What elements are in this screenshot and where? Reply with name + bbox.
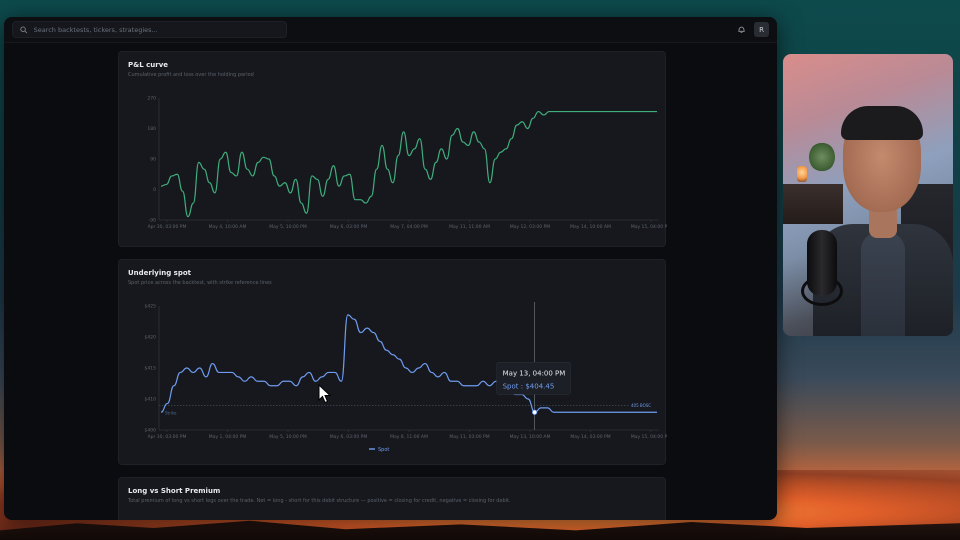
main-content: P&L curve Cumulative profit and loss ove… (118, 51, 667, 520)
spot-subtitle: Spot price across the backtest, with str… (128, 280, 272, 286)
shelf (783, 184, 843, 224)
person-hair (841, 106, 923, 140)
webcam-video (783, 54, 953, 336)
search-box[interactable] (12, 21, 287, 38)
x-tick-label: May 5, 10:00 PM (269, 224, 307, 230)
search-input[interactable] (33, 25, 279, 34)
y-tick-label: 270 (147, 96, 156, 102)
tooltip-value: Spot : $404.45 (503, 382, 555, 390)
pnl-title: P&L curve (128, 61, 169, 69)
mouse-cursor-icon (318, 384, 332, 404)
tooltip-box (496, 361, 571, 395)
premium-title: Long vs Short Premium (128, 487, 221, 495)
spot-card: Underlying spot Spot price across the ba… (118, 259, 667, 465)
x-tick-label: May 11, 03:00 PM (449, 434, 489, 440)
hover-point (532, 409, 538, 415)
legend-label[interactable]: Spot (378, 447, 389, 453)
strike-ref-label: 405 BOSC (631, 403, 651, 408)
x-tick-label: May 4, 10:00 AM (209, 224, 247, 230)
tooltip-date: May 13, 04:00 PM (503, 369, 566, 377)
y-tick-label: 180 (147, 126, 156, 132)
x-tick-label: May 15, 04:00 PM (631, 224, 667, 230)
x-tick-label: Apr 30, 03:00 PM (148, 224, 187, 230)
y-tick-label: $400 (145, 428, 157, 434)
x-tick-label: May 6, 03:00 PM (330, 224, 368, 230)
chart-tooltip: May 13, 04:00 PM Spot : $404.45 (496, 361, 571, 395)
x-tick-label: May 12, 03:00 PM (510, 224, 550, 230)
mountain-silhouette (0, 520, 960, 540)
microphone (807, 230, 837, 296)
pnl-subtitle: Cumulative profit and loss over the hold… (128, 72, 254, 78)
app-window: R P&L curve Cumulative profit and loss o… (4, 17, 777, 520)
x-tick-label: May 5, 10:00 PM (269, 434, 307, 440)
search-icon (20, 26, 28, 33)
x-tick-label: May 6, 03:00 PM (330, 434, 368, 440)
y-tick-label: $425 (145, 304, 157, 310)
premium-subtitle: Total premium of long vs short legs over… (128, 498, 511, 504)
person-shirt (861, 232, 905, 336)
y-tick-label: 0 (153, 187, 156, 193)
x-tick-label: May 15, 04:00 PM (631, 434, 667, 440)
x-tick-label: Apr 30, 03:00 PM (148, 434, 187, 440)
x-tick-label: May 7, 04:00 PM (390, 224, 428, 230)
avatar-button[interactable]: R (754, 22, 769, 37)
pnl-card: P&L curve Cumulative profit and loss ove… (118, 51, 667, 247)
spot-title: Underlying spot (128, 269, 192, 277)
y-tick-label: $415 (145, 366, 157, 372)
x-tick-label: May 8, 11:00 AM (390, 434, 428, 440)
premium-card: Long vs Short Premium Total premium of l… (118, 477, 666, 520)
series-line (160, 110, 657, 218)
x-tick-label: May 13, 10:00 AM (510, 434, 551, 440)
bell-icon[interactable] (737, 25, 746, 34)
candle (797, 166, 807, 182)
y-tick-label: $420 (145, 335, 157, 341)
series-line (160, 314, 657, 413)
x-tick-label: May 1, 04:00 PM (209, 434, 247, 440)
plant (809, 142, 835, 172)
y-tick-label: $410 (145, 397, 157, 403)
top-bar: R (4, 17, 777, 43)
y-tick-label: -90 (149, 218, 156, 224)
y-tick-label: 90 (150, 157, 156, 163)
x-tick-label: May 11, 11:00 AM (449, 224, 490, 230)
strike-label: Strike (165, 411, 177, 416)
x-tick-label: May 14, 03:00 PM (570, 434, 610, 440)
x-tick-label: May 14, 10:00 AM (570, 224, 611, 230)
